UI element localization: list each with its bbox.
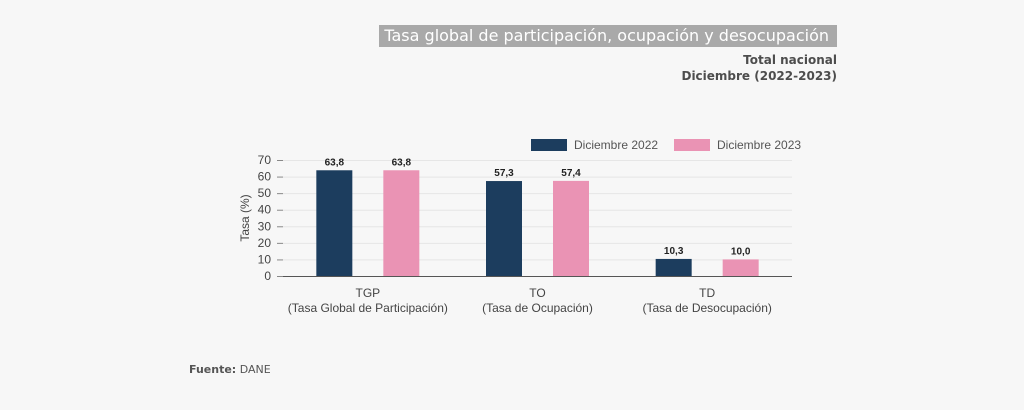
data-label: 63,8 bbox=[325, 157, 345, 168]
source-value: DANE bbox=[239, 363, 271, 376]
y-tick-label: 20 bbox=[258, 236, 272, 250]
y-tick-label: 40 bbox=[258, 203, 272, 217]
y-tick-label: 70 bbox=[258, 153, 272, 167]
data-label: 10,0 bbox=[731, 246, 751, 257]
source-label: Fuente: bbox=[189, 363, 237, 376]
category-label-short: TO bbox=[529, 286, 545, 300]
subtitle-scope: Total nacional bbox=[743, 53, 837, 67]
legend-item[interactable]: Diciembre 2023 bbox=[674, 138, 801, 152]
legend-label: Diciembre 2023 bbox=[717, 138, 801, 152]
legend-label: Diciembre 2022 bbox=[574, 138, 658, 152]
category-label-short: TD bbox=[699, 286, 715, 300]
y-tick-label: 50 bbox=[258, 186, 272, 200]
category-label-long: (Tasa de Desocupación) bbox=[642, 301, 771, 315]
bar-diciembre-2022-tgp bbox=[316, 170, 353, 276]
data-label: 63,8 bbox=[392, 157, 412, 168]
data-label: 57,3 bbox=[494, 168, 514, 179]
category-label-short: TGP bbox=[355, 286, 380, 300]
legend-swatch bbox=[674, 139, 710, 151]
subtitle-period: Diciembre (2022-2023) bbox=[681, 69, 837, 83]
bar-diciembre-2023-td bbox=[722, 259, 759, 276]
legend-item[interactable]: Diciembre 2022 bbox=[531, 138, 658, 152]
chart-title: Tasa global de participación, ocupación … bbox=[379, 25, 837, 47]
legend-swatch bbox=[531, 139, 567, 151]
bar-diciembre-2023-tgp bbox=[383, 170, 420, 276]
bar-diciembre-2022-td bbox=[655, 258, 692, 276]
bar-diciembre-2022-to bbox=[486, 181, 522, 276]
category-label-long: (Tasa Global de Participación) bbox=[288, 301, 448, 315]
data-label: 10,3 bbox=[664, 246, 684, 257]
y-tick-label: 10 bbox=[258, 252, 272, 266]
source-note: Fuente: DANE bbox=[189, 363, 271, 376]
y-tick-label: 0 bbox=[264, 269, 271, 283]
y-axis-label: Tasa (%) bbox=[238, 194, 252, 241]
y-tick-label: 60 bbox=[258, 170, 272, 184]
y-tick-label: 30 bbox=[258, 219, 272, 233]
bar-diciembre-2023-to bbox=[553, 180, 589, 276]
category-label-long: (Tasa de Ocupación) bbox=[482, 301, 593, 315]
data-label: 57,4 bbox=[561, 168, 581, 179]
